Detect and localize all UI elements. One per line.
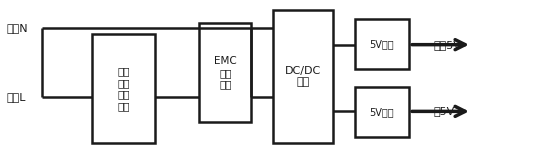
Bar <box>355 87 409 137</box>
Bar <box>273 10 333 143</box>
Bar <box>92 34 155 143</box>
Text: 5V滤波: 5V滤波 <box>370 39 394 49</box>
Text: 过流
过载
保护
电路: 过流 过载 保护 电路 <box>117 66 130 111</box>
Bar <box>199 23 251 122</box>
Text: EMC
保护
电路: EMC 保护 电路 <box>214 56 237 89</box>
Text: 火线L: 火线L <box>6 92 26 102</box>
Bar <box>355 19 409 69</box>
Text: 5V滤波: 5V滤波 <box>370 107 394 117</box>
Text: DC/DC
模块: DC/DC 模块 <box>285 66 321 87</box>
Text: 辅助5V: 辅助5V <box>434 40 461 50</box>
Text: 主5V: 主5V <box>434 106 455 116</box>
Text: 零线N: 零线N <box>6 23 28 33</box>
